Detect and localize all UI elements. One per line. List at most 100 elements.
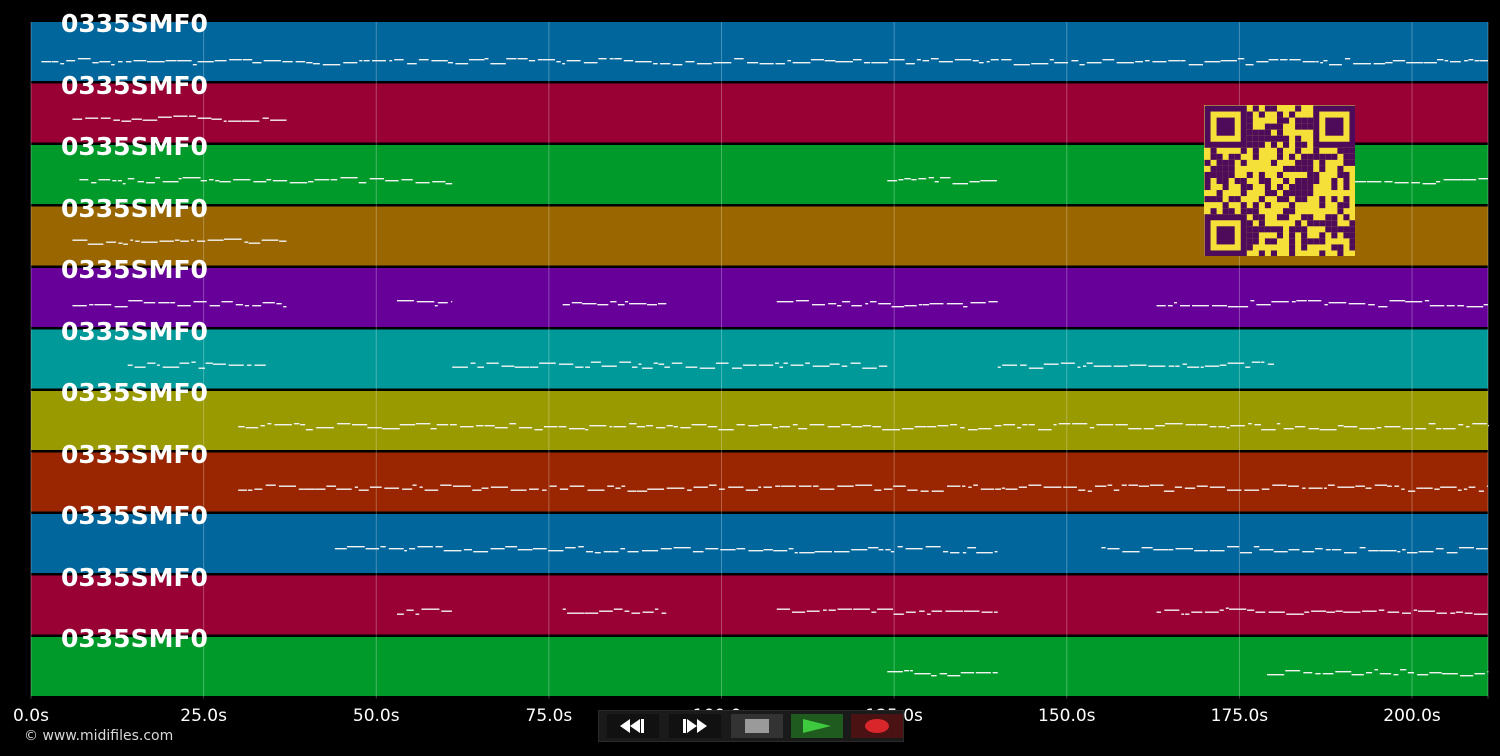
note [212,363,226,365]
qr-module [1331,184,1338,191]
qr-module [1276,214,1284,221]
note [986,61,990,63]
note [441,610,452,612]
note [918,178,927,180]
note [920,490,929,492]
note [994,611,998,613]
note [828,303,837,305]
qr-module [1331,196,1338,203]
note [718,488,725,490]
record-button[interactable] [851,714,903,738]
note [1247,609,1255,611]
qr-module [1289,111,1296,118]
qr-module [1295,196,1302,203]
note [452,485,471,487]
note [1248,423,1252,425]
note [1164,423,1183,425]
note [1261,361,1265,363]
note [1115,424,1128,426]
qr-module [1343,171,1350,178]
note [121,120,132,122]
qr-module [1228,159,1235,166]
note [1384,181,1393,183]
note [72,239,88,241]
stop-button[interactable] [731,714,783,738]
note [1250,300,1255,302]
qr-module [1343,153,1350,160]
note [1417,610,1435,612]
qr-module [1283,177,1290,185]
fast-forward-button[interactable] [669,714,721,738]
note-group [452,361,888,369]
qr-module [1337,208,1344,215]
note [60,63,65,65]
note [813,485,819,487]
play-button[interactable] [791,714,843,738]
note [125,61,132,63]
note [238,489,247,491]
note [1022,424,1028,426]
note [653,63,658,65]
note [798,485,812,487]
qr-module [1331,153,1338,160]
qr-module [1210,196,1217,203]
qr-module [1252,153,1259,160]
note [369,486,382,488]
note [306,62,313,64]
note [1449,61,1461,63]
note [298,488,304,490]
qr-module [1295,123,1302,130]
note [841,424,851,426]
qr-module [1283,208,1290,215]
note [1429,672,1442,674]
note [1413,609,1418,611]
note [691,424,707,426]
note [1209,426,1217,428]
qr-module [1301,226,1308,233]
note-group [72,238,287,245]
note [938,61,953,63]
note [641,367,653,369]
rewind-button[interactable] [607,714,659,738]
qr-module [1276,232,1284,239]
note [569,428,585,430]
note [179,362,190,364]
qr-module [1246,226,1253,233]
qr-module [1307,165,1314,172]
note [1406,552,1418,554]
note [1253,546,1260,548]
note [660,548,672,550]
note [891,306,905,308]
note [1107,484,1113,486]
note [419,486,423,488]
note [1353,181,1366,183]
note [850,362,861,364]
note [1328,64,1342,66]
note [562,608,566,610]
note [666,425,673,427]
note [814,551,832,553]
note [1440,486,1457,488]
note [1204,611,1219,613]
note [1374,484,1388,486]
note [98,179,111,181]
note [1366,181,1382,183]
qr-module [1270,190,1277,197]
note [980,488,995,490]
note [1058,423,1071,425]
note [1428,423,1436,425]
note [811,304,826,306]
note [122,183,126,185]
note [211,118,222,120]
note [620,548,626,550]
qr-module [1295,147,1302,154]
note [851,549,868,551]
qr-module [1252,135,1259,142]
note [1153,549,1169,551]
note-group [1267,669,1489,677]
note [1446,305,1455,307]
note [1204,61,1221,63]
note [1483,304,1488,306]
note [1226,489,1242,491]
note [365,548,380,550]
